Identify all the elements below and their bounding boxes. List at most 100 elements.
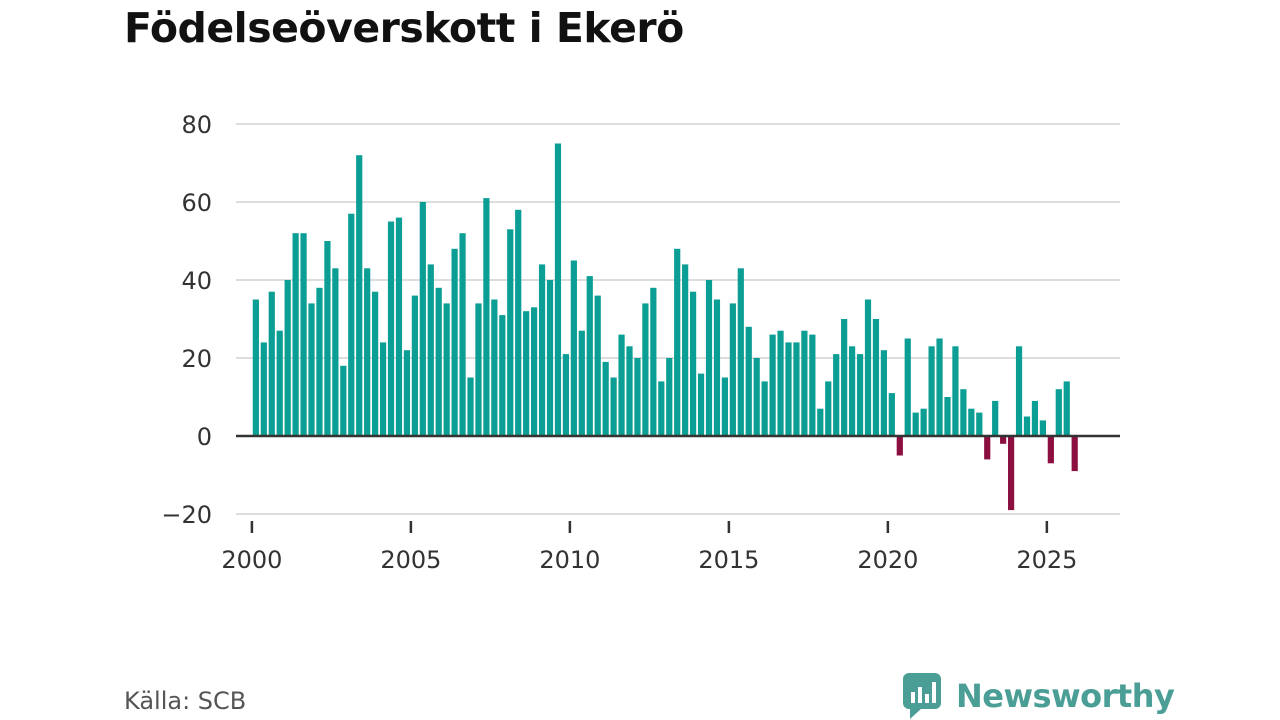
- bar-2015-Q3: [745, 326, 752, 436]
- bar-2013-Q4: [690, 291, 697, 436]
- bar-2012-Q2: [642, 303, 649, 436]
- bar-2012-Q3: [650, 287, 657, 436]
- bar-2003-Q1: [348, 213, 355, 436]
- bar-2006-Q2: [451, 248, 458, 436]
- bar-2007-Q3: [491, 299, 498, 436]
- bar-2006-Q1: [443, 303, 450, 436]
- bar-2008-Q2: [515, 209, 522, 436]
- brand-logo[interactable]: Newsworthy: [902, 672, 1175, 720]
- bar-2017-Q1: [793, 342, 800, 436]
- bar-2011-Q2: [610, 377, 617, 436]
- bar-2012-Q4: [658, 381, 665, 436]
- bar-2011-Q1: [602, 361, 609, 436]
- x-tick-label: 2000: [221, 546, 282, 574]
- bar-2015-Q4: [753, 358, 760, 436]
- bar-2005-Q3: [427, 264, 434, 436]
- bar-2002-Q3: [332, 268, 339, 436]
- bar-2020-Q3: [904, 338, 911, 436]
- bar-2022-Q3: [968, 408, 975, 436]
- bar-2018-Q4: [849, 346, 856, 436]
- bar-2024-Q1: [1015, 346, 1023, 436]
- bar-2021-Q4: [944, 397, 951, 436]
- bar-2005-Q1: [411, 295, 418, 436]
- bar-2009-Q3: [554, 143, 562, 436]
- y-axis: −20 0 20 40 60 80: [161, 111, 212, 529]
- bar-2001-Q1: [284, 280, 291, 436]
- bar-2016-Q2: [769, 334, 776, 436]
- bar-2020-Q1: [888, 393, 895, 436]
- bar-2020-Q2: [896, 436, 903, 456]
- bar-2024-Q2: [1023, 416, 1031, 436]
- bar-2010-Q3: [586, 276, 593, 436]
- bar-2004-Q2: [387, 221, 395, 436]
- bar-2006-Q4: [467, 377, 474, 436]
- bar-2014-Q4: [721, 377, 728, 436]
- bar-2023-Q3: [1000, 436, 1007, 444]
- bar-2001-Q4: [308, 303, 315, 436]
- brand-name: Newsworthy: [956, 677, 1175, 715]
- bar-2000-Q1: [252, 299, 259, 436]
- x-tick-label: 2025: [1016, 546, 1077, 574]
- bar-2025-Q3: [1063, 381, 1070, 436]
- bar-2019-Q4: [880, 350, 887, 436]
- bar-2018-Q1: [825, 381, 832, 436]
- bar-2016-Q4: [785, 342, 792, 436]
- bar-2003-Q3: [364, 268, 371, 436]
- bar-2017-Q3: [809, 334, 816, 436]
- bar-2017-Q4: [817, 408, 824, 436]
- bar-2023-Q4: [1007, 436, 1015, 511]
- y-tick-label: 40: [181, 267, 212, 295]
- y-tick-label: 0: [197, 423, 212, 451]
- bar-2013-Q3: [682, 264, 689, 436]
- bar-2022-Q1: [952, 346, 959, 436]
- y-tick-label: 60: [181, 189, 212, 217]
- bar-2004-Q3: [395, 217, 403, 436]
- bar-2000-Q4: [276, 330, 283, 436]
- bar-2008-Q3: [523, 311, 530, 436]
- bar-2023-Q2: [992, 400, 999, 436]
- bar-2021-Q3: [936, 338, 943, 436]
- x-tick-label: 2005: [380, 546, 441, 574]
- bar-2022-Q4: [976, 412, 983, 436]
- bar-2018-Q2: [833, 354, 840, 436]
- bar-2002-Q4: [340, 365, 347, 436]
- y-tick-label: −20: [161, 501, 212, 529]
- bar-2019-Q2: [864, 299, 872, 436]
- bar-2007-Q1: [475, 303, 482, 436]
- bar-2010-Q4: [594, 295, 601, 436]
- bar-2011-Q3: [618, 334, 625, 436]
- bar-2004-Q4: [403, 350, 411, 436]
- source-label: Källa: SCB: [124, 687, 247, 715]
- bar-2008-Q1: [507, 229, 514, 436]
- bar-2013-Q2: [674, 248, 681, 436]
- bar-2014-Q1: [697, 373, 705, 436]
- bar-2019-Q3: [872, 319, 880, 436]
- bar-2010-Q2: [578, 330, 585, 436]
- bar-2013-Q1: [666, 358, 673, 436]
- bar-2024-Q3: [1031, 400, 1039, 436]
- x-tick-label: 2015: [698, 546, 759, 574]
- bar-2000-Q2: [260, 342, 267, 436]
- bar-2015-Q2: [737, 268, 744, 436]
- y-tick-label: 80: [181, 111, 212, 139]
- bar-2018-Q3: [841, 319, 848, 436]
- bar-2006-Q3: [459, 233, 466, 436]
- bar-2025-Q4: [1071, 436, 1078, 472]
- bar-2008-Q4: [531, 307, 538, 436]
- bar-2002-Q1: [316, 287, 323, 436]
- bar-2011-Q4: [626, 346, 633, 436]
- bar-2001-Q2: [292, 233, 299, 436]
- bar-2000-Q3: [268, 291, 275, 436]
- bar-2017-Q2: [801, 330, 808, 436]
- bar-2016-Q1: [761, 381, 768, 436]
- bar-2005-Q2: [419, 202, 426, 436]
- bar-2014-Q2: [705, 280, 713, 436]
- x-axis: 2000 2005 2010 2015 2020 2025: [221, 521, 1077, 574]
- bar-2002-Q2: [324, 241, 331, 436]
- bar-2019-Q1: [856, 354, 864, 436]
- bar-2020-Q4: [912, 412, 919, 436]
- bar-2022-Q2: [960, 389, 967, 436]
- bar-2012-Q1: [634, 358, 641, 436]
- bar-2021-Q1: [920, 408, 927, 436]
